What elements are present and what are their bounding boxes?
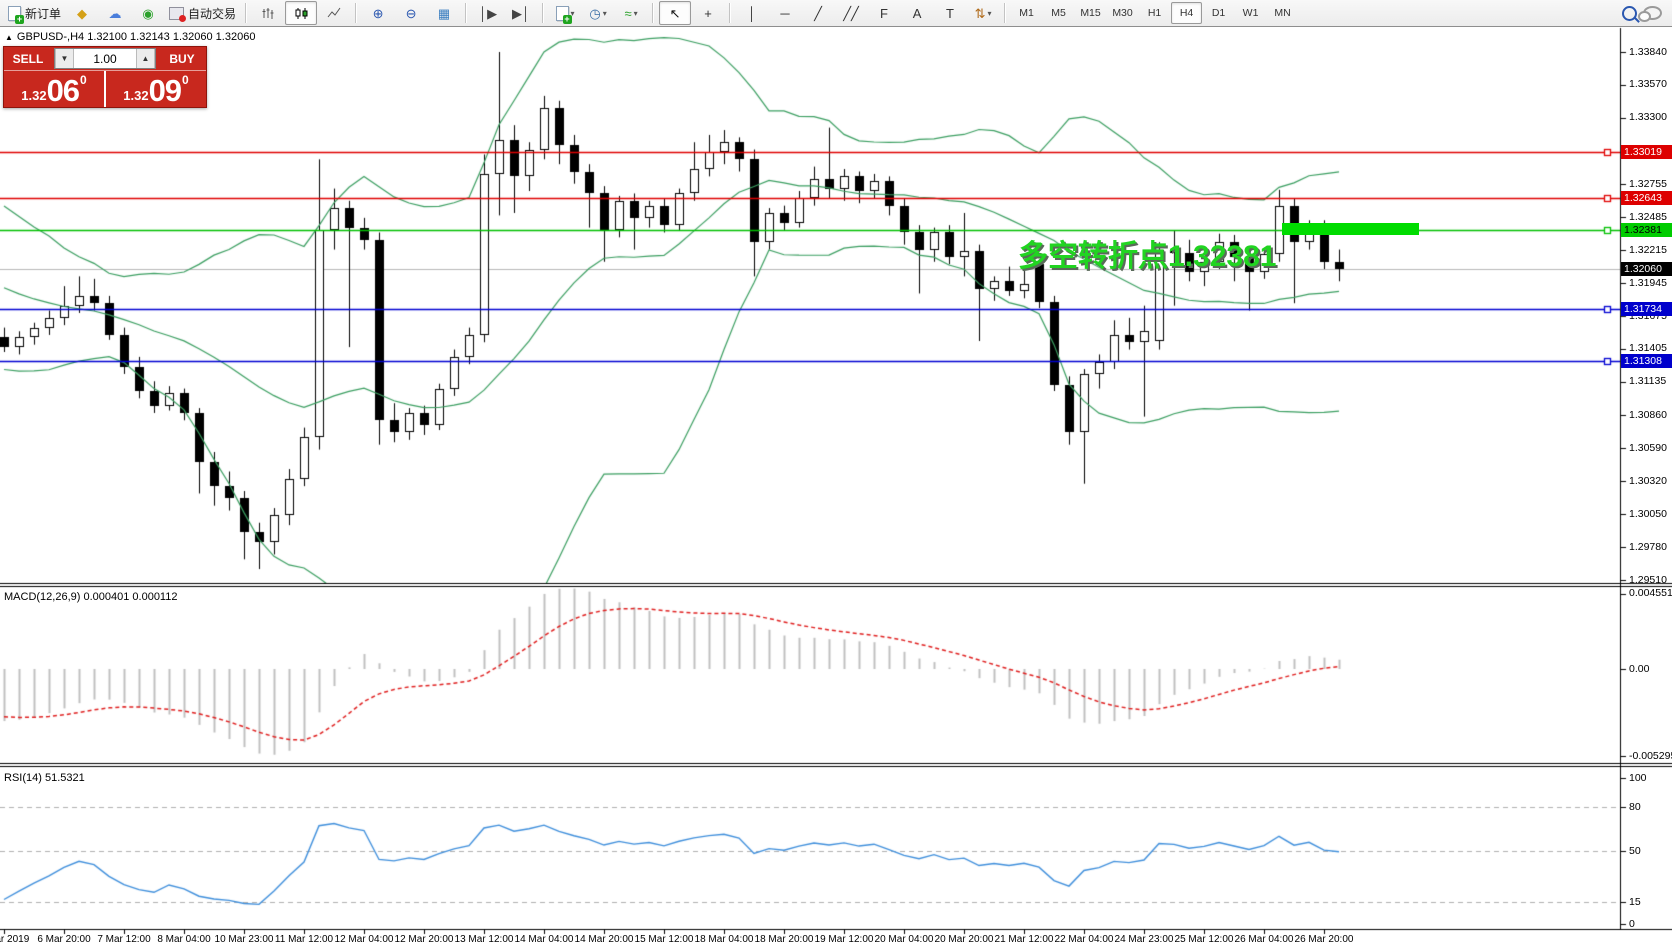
symbol-ohlc-line: ▲ GBPUSD-,H4 1.32100 1.32143 1.32060 1.3… (5, 31, 255, 43)
buy-price-big: 1.32 (123, 88, 149, 103)
macd-tick-label: 0.004551 (1629, 587, 1672, 600)
buy-price-sup: 0 (182, 73, 189, 87)
date-tick-label: 5 Mar 2019 (0, 934, 30, 945)
date-tick-label: 11 Mar 12:00 (274, 934, 334, 945)
price-tick-label: 1.30050 (1629, 507, 1667, 520)
date-tick-label: 8 Mar 04:00 (157, 934, 211, 945)
price-line-tag: 1.32643 (1621, 190, 1672, 205)
macd-tick-label: -0.005295 (1629, 749, 1672, 762)
volume-value[interactable]: 1.00 (93, 51, 117, 66)
price-tick-label: 1.33300 (1629, 111, 1667, 124)
rsi-tick-label: 50 (1629, 844, 1641, 857)
date-tick-label: 13 Mar 12:00 (454, 934, 514, 945)
date-tick-label: 21 Mar 12:00 (994, 934, 1054, 945)
volume-down-button[interactable]: ▼ (55, 49, 74, 68)
one-click-trading-panel: SELL ▼ 1.00 ▲ BUY 1.32 06 0 1.32 09 0 (3, 46, 207, 108)
rsi-tick-label: 0 (1629, 917, 1635, 930)
rsi-indicator-label: RSI(14) 51.5321 (4, 772, 85, 784)
date-tick-label: 22 Mar 04:00 (1054, 934, 1114, 945)
one-click-toggle-icon[interactable]: ▲ (5, 32, 13, 42)
level-highlight-bar (1282, 223, 1419, 235)
price-tick-label: 1.29510 (1629, 573, 1667, 586)
rsi-tick-label: 15 (1629, 895, 1641, 908)
date-tick-label: 20 Mar 20:00 (934, 934, 994, 945)
price-tick-label: 1.33570 (1629, 78, 1667, 91)
date-tick-label: 26 Mar 04:00 (1234, 934, 1294, 945)
sell-price-sup: 0 (80, 73, 87, 87)
date-tick-label: 14 Mar 04:00 (514, 934, 574, 945)
rsi-tick-label: 100 (1629, 771, 1647, 784)
date-tick-label: 18 Mar 04:00 (694, 934, 754, 945)
macd-indicator-label: MACD(12,26,9) 0.000401 0.000112 (4, 591, 178, 603)
buy-price-pips: 09 (148, 73, 182, 108)
date-tick-label: 26 Mar 20:00 (1294, 934, 1354, 945)
price-tick-label: 1.33840 (1629, 45, 1667, 58)
date-tick-label: 24 Mar 23:00 (1114, 934, 1174, 945)
price-tick-label: 1.32485 (1629, 210, 1667, 223)
price-tick-label: 1.31945 (1629, 276, 1667, 289)
buy-button[interactable]: BUY (169, 51, 195, 66)
price-tick-label: 1.30860 (1629, 408, 1667, 421)
date-tick-label: 6 Mar 20:00 (37, 934, 91, 945)
price-tick-label: 1.30590 (1629, 441, 1667, 454)
date-tick-label: 10 Mar 23:00 (214, 934, 274, 945)
date-tick-label: 7 Mar 12:00 (97, 934, 151, 945)
price-tick-label: 1.32755 (1629, 177, 1667, 190)
price-line-tag: 1.31308 (1621, 353, 1672, 368)
price-line-tag: 1.31734 (1621, 301, 1672, 316)
volume-stepper: ▼ 1.00 ▲ (54, 48, 156, 69)
rsi-tick-label: 80 (1629, 800, 1641, 813)
symbol-ohlc-text: GBPUSD-,H4 1.32100 1.32143 1.32060 1.320… (16, 31, 256, 43)
date-tick-label: 20 Mar 04:00 (874, 934, 934, 945)
macd-tick-label: 0.00 (1629, 662, 1650, 675)
date-tick-label: 15 Mar 12:00 (634, 934, 694, 945)
sell-price-display[interactable]: 1.32 06 0 (4, 71, 106, 107)
date-tick-label: 19 Mar 12:00 (814, 934, 874, 945)
price-tick-label: 1.29780 (1629, 540, 1667, 553)
price-tick-label: 1.32215 (1629, 243, 1667, 256)
sell-price-pips: 06 (46, 73, 80, 108)
date-tick-label: 18 Mar 20:00 (754, 934, 814, 945)
price-line-tag: 1.33019 (1621, 145, 1672, 160)
price-tick-label: 1.31135 (1629, 375, 1667, 388)
price-line-tag: 1.32381 (1621, 222, 1672, 237)
buy-price-display[interactable]: 1.32 09 0 (106, 71, 206, 107)
date-tick-label: 12 Mar 20:00 (394, 934, 454, 945)
chart-annotation-text: 多空转折点1.32381 (1018, 240, 1277, 273)
date-tick-label: 12 Mar 04:00 (334, 934, 394, 945)
price-tick-label: 1.31405 (1629, 342, 1667, 355)
sell-button[interactable]: SELL (12, 51, 44, 66)
price-tick-label: 1.30320 (1629, 474, 1667, 487)
volume-up-button[interactable]: ▲ (136, 49, 155, 68)
price-line-tag: 1.32060 (1621, 262, 1672, 277)
sell-price-big: 1.32 (21, 88, 47, 103)
date-tick-label: 25 Mar 12:00 (1174, 934, 1234, 945)
date-tick-label: 14 Mar 20:00 (574, 934, 634, 945)
